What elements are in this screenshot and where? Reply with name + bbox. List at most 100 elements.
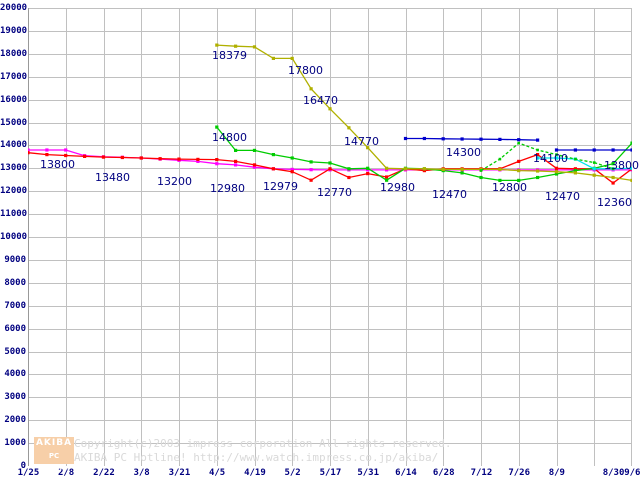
data-point <box>309 178 313 182</box>
data-point <box>271 153 275 157</box>
data-point <box>517 159 521 163</box>
point-value-label: 12470 <box>545 190 580 203</box>
data-point <box>252 45 257 49</box>
data-point <box>347 175 351 180</box>
x-tick-label: 8/30 <box>602 468 625 478</box>
data-point <box>554 156 559 160</box>
y-tick-label: 0 <box>20 461 26 471</box>
data-point <box>593 161 596 164</box>
y-tick-label: 3000 <box>4 392 26 403</box>
data-point <box>328 161 332 165</box>
data-point <box>460 167 464 171</box>
data-point <box>366 146 370 150</box>
data-point <box>290 56 294 60</box>
data-point <box>555 153 558 156</box>
data-point <box>422 167 426 171</box>
series-blue-series-a <box>403 136 540 142</box>
data-point <box>517 178 521 182</box>
data-point <box>177 157 181 161</box>
url-line: AKIBA PC Hotline! http://www.watch.impre… <box>74 451 439 464</box>
y-tick-label: 8000 <box>4 277 26 288</box>
point-value-label: 17800 <box>288 64 323 77</box>
x-tick-label: 1/25 <box>17 468 40 478</box>
data-point <box>611 167 615 171</box>
x-tick-label: 8/9 <box>548 468 565 478</box>
data-point <box>120 155 124 160</box>
data-point <box>422 136 426 141</box>
data-point <box>574 157 577 161</box>
series-green-dashed-series <box>479 141 615 172</box>
data-point <box>536 169 540 173</box>
akiba-logo-line2: PC Hotline! <box>38 452 70 472</box>
point-value-label: 13800 <box>40 158 75 171</box>
point-value-label: 12800 <box>492 181 527 194</box>
data-point <box>573 171 577 175</box>
y-tick-label: 20000 <box>0 3 28 13</box>
data-point <box>271 167 275 171</box>
akiba-logo: AKIBA PC Hotline! <box>34 437 74 472</box>
point-value-label: 12980 <box>210 182 245 195</box>
point-value-label: 12980 <box>380 181 415 194</box>
data-point <box>328 107 332 111</box>
data-point <box>498 167 502 171</box>
point-value-label: 13480 <box>95 171 130 184</box>
data-point <box>234 148 238 152</box>
data-point <box>234 159 238 163</box>
point-value-label: 13200 <box>157 175 192 188</box>
data-point <box>611 175 615 180</box>
x-tick-label: 3/8 <box>133 468 150 478</box>
data-point <box>441 137 445 141</box>
data-point <box>554 166 559 170</box>
data-point <box>536 148 539 152</box>
data-point <box>252 163 257 167</box>
y-tick-label: 19000 <box>0 25 28 36</box>
data-point <box>385 166 389 170</box>
y-tick-label: 12000 <box>0 186 28 197</box>
data-point <box>573 169 577 173</box>
data-point <box>479 169 483 172</box>
x-tick-label: 5/2 <box>284 468 301 478</box>
point-value-label: 12979 <box>263 180 298 193</box>
data-point <box>45 153 49 157</box>
data-point <box>479 137 483 141</box>
x-tick-label: 6/14 <box>395 468 417 478</box>
y-tick-label: 17000 <box>0 71 28 82</box>
data-point <box>630 141 632 145</box>
y-tick-label: 16000 <box>0 94 28 105</box>
y-tick-label: 5000 <box>4 346 26 357</box>
data-point <box>366 166 370 170</box>
x-tick-label: 9/6 <box>624 468 640 478</box>
data-point <box>422 169 426 173</box>
data-point <box>611 162 615 166</box>
data-point <box>309 160 313 164</box>
gridlines <box>28 8 632 466</box>
data-point <box>441 167 445 171</box>
data-point <box>460 137 464 141</box>
data-point <box>28 148 30 152</box>
data-point <box>498 157 502 161</box>
data-point <box>630 166 632 170</box>
data-point <box>290 156 294 160</box>
y-tick-label: 9000 <box>4 254 26 265</box>
y-tick-label: 4000 <box>4 369 26 380</box>
x-tick-label: 7/26 <box>508 468 531 478</box>
point-value-label: 13800 <box>604 159 639 172</box>
data-point <box>45 148 49 152</box>
data-point <box>611 148 615 152</box>
data-point <box>234 44 238 48</box>
point-value-label: 14300 <box>446 146 481 159</box>
data-point <box>498 137 502 141</box>
y-tick-label: 13000 <box>0 163 28 174</box>
data-point <box>215 125 219 129</box>
point-value-label: 12470 <box>432 188 467 201</box>
data-point <box>573 148 577 152</box>
y-tick-label: 11000 <box>0 209 28 220</box>
point-value-label: 14800 <box>212 131 247 144</box>
data-point <box>385 178 389 182</box>
x-tick-label: 2/22 <box>93 468 115 478</box>
data-point <box>536 175 540 180</box>
data-point <box>328 167 332 171</box>
series-blue-series-b <box>554 148 632 152</box>
data-point <box>215 162 219 166</box>
point-value-label: 14100 <box>533 152 568 165</box>
